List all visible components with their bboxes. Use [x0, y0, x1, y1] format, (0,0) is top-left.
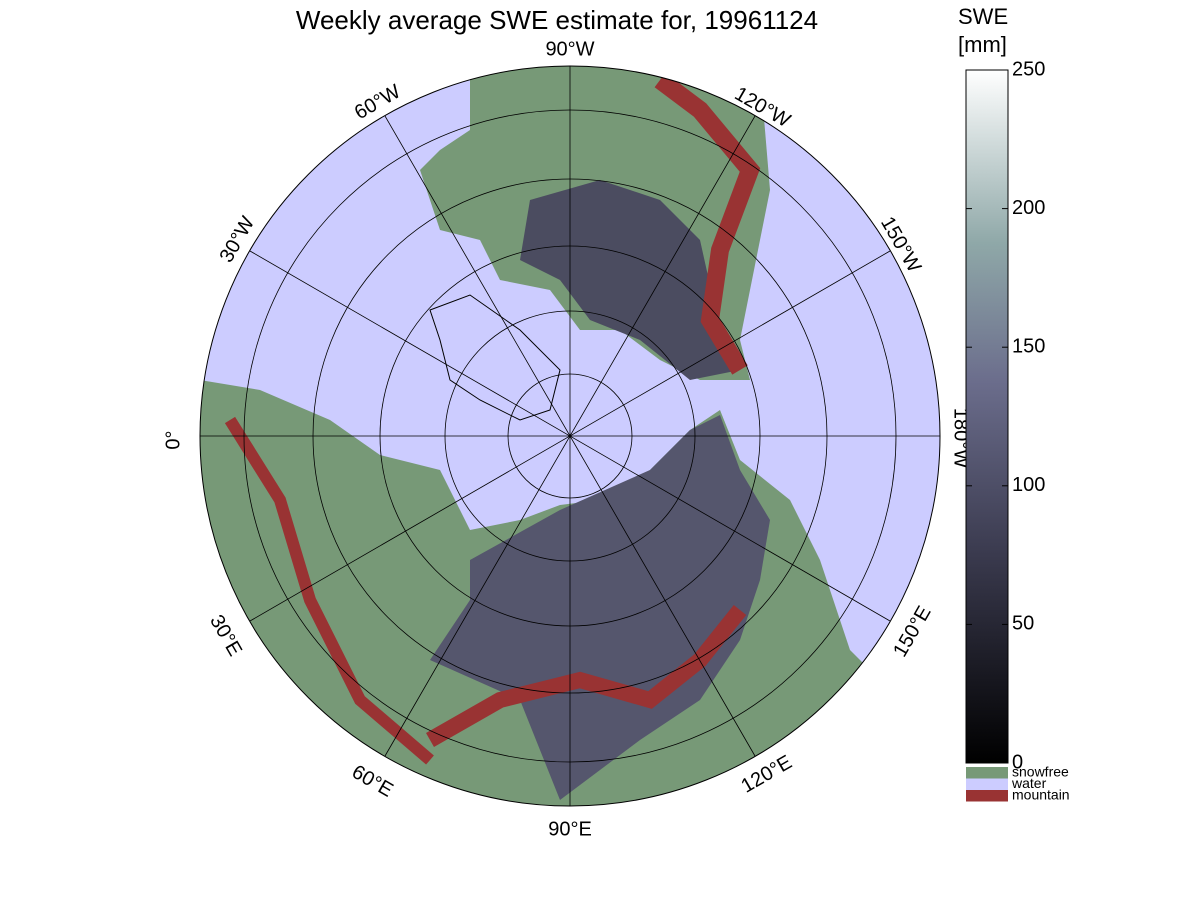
graticule — [200, 66, 940, 806]
tick-label: 250 — [1012, 58, 1045, 80]
title: Weekly average SWE estimate for, 1996112… — [296, 5, 818, 35]
mountain-asia — [426, 605, 747, 747]
tick-label: 100 — [1012, 474, 1045, 496]
lon-label: 90°E — [548, 818, 592, 840]
colorbar — [965, 69, 1009, 764]
north-america-snow — [520, 180, 740, 380]
tick-label: 0 — [1012, 751, 1023, 773]
lon-label: 30°E — [205, 611, 246, 660]
colorbar-label: [mm] — [958, 32, 1007, 57]
colorbar-label: SWE — [958, 4, 1008, 29]
tick-label: 150 — [1012, 335, 1045, 357]
tick-label: 50 — [1012, 613, 1034, 635]
legend-swatch — [966, 778, 1008, 790]
eurasia-snow — [430, 415, 770, 800]
lon-label: 60°E — [348, 761, 397, 802]
lon-label: 0° — [162, 430, 184, 449]
legend-label: mountain — [1012, 787, 1070, 803]
map — [200, 66, 940, 806]
greenland — [429, 294, 561, 421]
legend-label: snowfree — [1012, 764, 1069, 780]
mountain-europe — [224, 416, 434, 765]
mountain-west — [654, 72, 761, 375]
legend-label: water — [1011, 775, 1047, 791]
lon-label: 90°W — [545, 38, 594, 60]
legend-swatch — [966, 790, 1008, 802]
map-border — [199, 65, 941, 807]
tick-label: 200 — [1012, 197, 1045, 219]
legend-swatch — [966, 767, 1008, 779]
